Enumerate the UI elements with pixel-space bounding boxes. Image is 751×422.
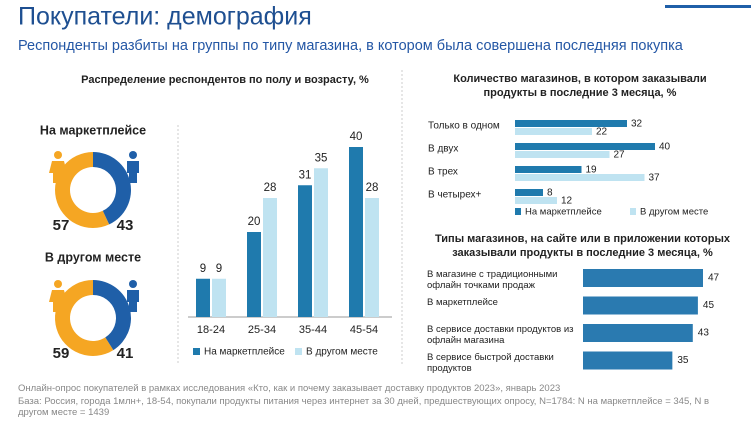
value-label: 12 <box>561 196 573 207</box>
bar <box>263 198 277 317</box>
icons <box>49 151 139 312</box>
accent <box>665 5 751 8</box>
legend-label: В другом месте <box>640 207 708 218</box>
bar <box>365 198 379 317</box>
value-label: 41 <box>117 345 134 362</box>
bar <box>583 269 703 287</box>
value-label: 57 <box>53 217 70 234</box>
bar <box>515 166 582 173</box>
value-label: 8 <box>547 188 553 199</box>
legend-label: На маркетплейсе <box>204 347 285 358</box>
donut-title: В другом месте <box>45 250 141 264</box>
value-label: 27 <box>614 150 626 161</box>
bar <box>515 151 610 158</box>
donut-slice <box>93 152 131 225</box>
legend-swatch <box>295 348 302 355</box>
value-label: 31 <box>299 169 312 181</box>
y-tick-label: В магазине с традиционными офлайн точкам… <box>427 269 558 291</box>
y-tick-label: В двух <box>428 144 458 155</box>
value-label: 32 <box>631 119 643 130</box>
bar <box>583 296 698 315</box>
value-label: 35 <box>315 152 328 164</box>
y-tick-label: В сервисе доставки продуктов из офлайн м… <box>427 324 574 346</box>
legend-swatch <box>193 348 200 355</box>
donut-title: На маркетплейсе <box>40 123 146 137</box>
page-title: Покупатели: демография <box>18 3 312 31</box>
chart-title: Типы магазинов, на сайте или в приложени… <box>434 233 730 259</box>
bar <box>515 128 592 135</box>
value-label: 45 <box>703 300 715 311</box>
value-label: 9 <box>216 263 222 275</box>
value-label: 40 <box>350 131 363 143</box>
donut-slice <box>55 152 110 228</box>
legend-label: В другом месте <box>306 347 378 358</box>
bar <box>247 232 261 317</box>
bar <box>298 185 312 317</box>
value-label: 19 <box>586 165 598 176</box>
y-tick-label: В сервисе быстрой доставки продуктов <box>427 351 554 374</box>
y-tick-label: Только в одном <box>428 121 500 132</box>
y-tick-label: В маркетплейсе <box>427 296 498 308</box>
value-label: 59 <box>53 345 70 362</box>
x-tick-label: 25-34 <box>248 324 276 336</box>
donut-slice <box>55 280 114 357</box>
chart-title: Количество магазинов, в котором заказыва… <box>453 73 707 99</box>
bar <box>515 189 543 196</box>
value-label: 28 <box>366 182 379 194</box>
chart-title: Распределение респондентов по полу и воз… <box>81 74 369 86</box>
value-label: 20 <box>248 216 261 228</box>
bar <box>583 324 693 342</box>
bar <box>314 168 328 317</box>
bar <box>515 174 645 181</box>
value-label: 9 <box>200 263 206 275</box>
y-tick-label: В трех <box>428 167 458 178</box>
subtitle: Респонденты разбиты на группы по типу ма… <box>18 38 684 54</box>
value-label: 28 <box>264 182 277 194</box>
value-label: 43 <box>698 328 710 339</box>
bar <box>212 278 226 317</box>
x-tick-label: 45-54 <box>350 324 378 336</box>
donut-slice <box>93 280 132 351</box>
x-tick-label: 35-44 <box>299 324 327 336</box>
bar <box>515 120 627 127</box>
legend-label: На маркетплейсе <box>525 207 602 218</box>
bar <box>349 147 363 317</box>
value-label: 47 <box>708 273 720 284</box>
bar <box>196 278 210 317</box>
bar <box>515 143 655 150</box>
legend-swatch <box>630 208 636 215</box>
bar <box>515 197 557 204</box>
x-tick-label: 18-24 <box>197 324 225 336</box>
y-tick-label: В четырех+ <box>428 190 482 201</box>
bar <box>583 351 673 370</box>
value-label: 40 <box>659 142 671 153</box>
footnote: База: Россия, города 1млн+, 18-54, покуп… <box>18 396 710 418</box>
footnote: Онлайн-опрос покупателей в рамках исслед… <box>18 383 561 394</box>
legend-swatch <box>515 208 521 215</box>
value-label: 35 <box>677 355 689 366</box>
value-label: 37 <box>649 173 661 184</box>
value-label: 43 <box>117 217 134 234</box>
value-label: 22 <box>596 127 608 138</box>
